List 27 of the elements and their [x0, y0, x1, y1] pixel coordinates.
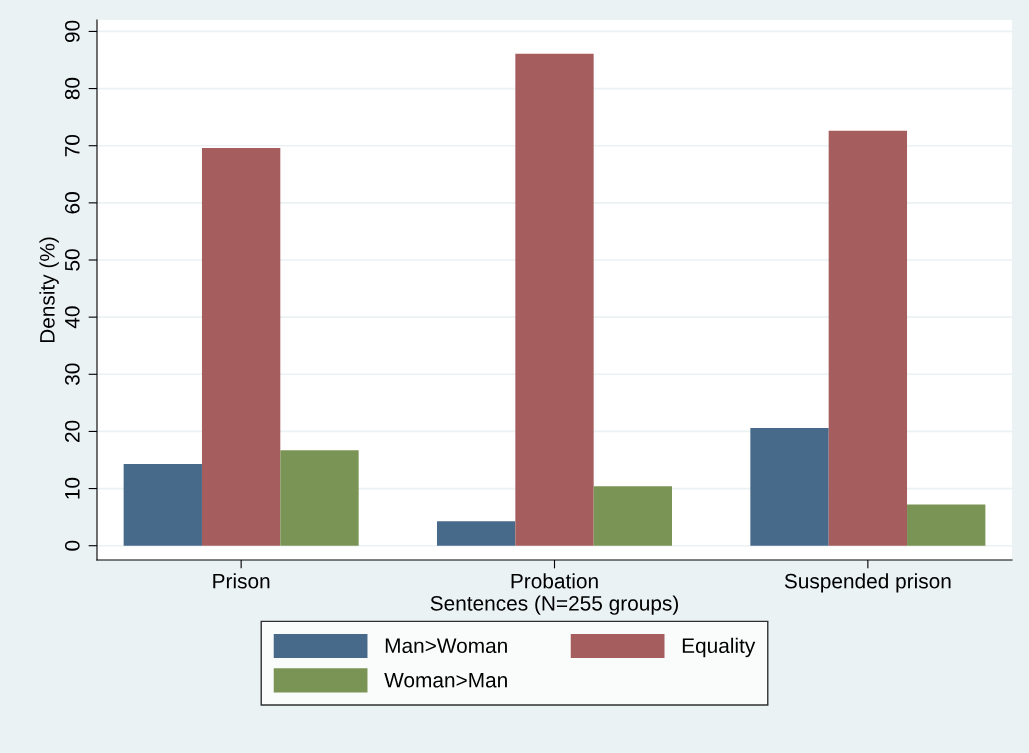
y-tick-label: 80 [64, 77, 80, 100]
bar [436, 521, 516, 546]
bar [828, 130, 908, 546]
bar [280, 450, 359, 546]
y-tick-label: 50 [64, 249, 80, 271]
bar [907, 504, 986, 546]
x-tick-label: Prison [213, 573, 270, 589]
x-axis-title: Sentences (N=255 groups) [430, 595, 678, 615]
bar [593, 486, 673, 546]
bar [123, 464, 202, 546]
y-tick-label: 0 [64, 540, 80, 551]
y-tick-label: 90 [64, 20, 80, 43]
bar [750, 428, 829, 546]
legend-label: Man>Woman [385, 638, 507, 654]
x-tick-label: Suspended prison [784, 573, 951, 593]
y-tick-label: 60 [64, 192, 80, 214]
bar [515, 53, 594, 546]
y-tick-label: 40 [64, 306, 80, 329]
legend-label: Woman>Man [384, 673, 507, 688]
bar [201, 148, 281, 546]
legend-label: Equality [682, 637, 756, 658]
y-axis-title: Density (%) [39, 237, 59, 343]
y-tick-label: 70 [64, 134, 80, 157]
y-tick-label: 10 [64, 477, 80, 499]
x-tick-label: Probation [511, 573, 598, 589]
y-tick-label: 30 [64, 363, 80, 386]
y-tick-label: 20 [64, 420, 80, 442]
